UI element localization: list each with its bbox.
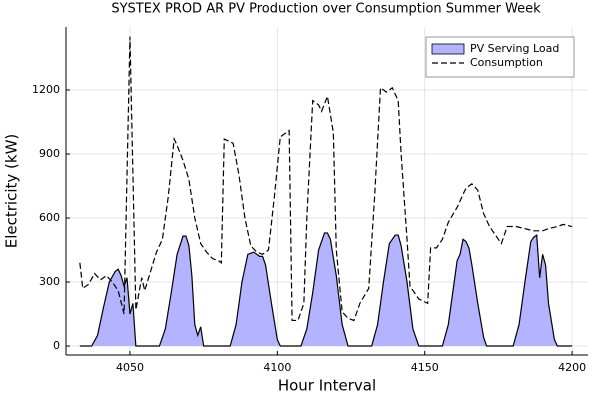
x-tick-label: 4200 [558, 361, 586, 374]
y-tick-label: 600 [39, 211, 60, 224]
x-tick-label: 4050 [116, 361, 144, 374]
y-tick-label: 1200 [32, 83, 60, 96]
legend-swatch [431, 43, 465, 55]
y-tick-label: 300 [39, 275, 60, 288]
x-axis-label: Hour Interval [278, 377, 376, 395]
x-tick-label: 4150 [411, 361, 439, 374]
area-line [79, 232, 573, 347]
legend-label: Consumption [470, 56, 543, 69]
area-fill [79, 232, 573, 347]
chart-title: SYSTEX PROD AR PV Production over Consum… [111, 2, 541, 17]
x-tick-label: 4100 [263, 361, 291, 374]
legend-label: PV Serving Load [470, 42, 559, 55]
y-axis-label: Electricity (kW) [3, 134, 21, 249]
y-tick-label: 0 [53, 339, 60, 352]
y-tick-label: 900 [39, 147, 60, 160]
